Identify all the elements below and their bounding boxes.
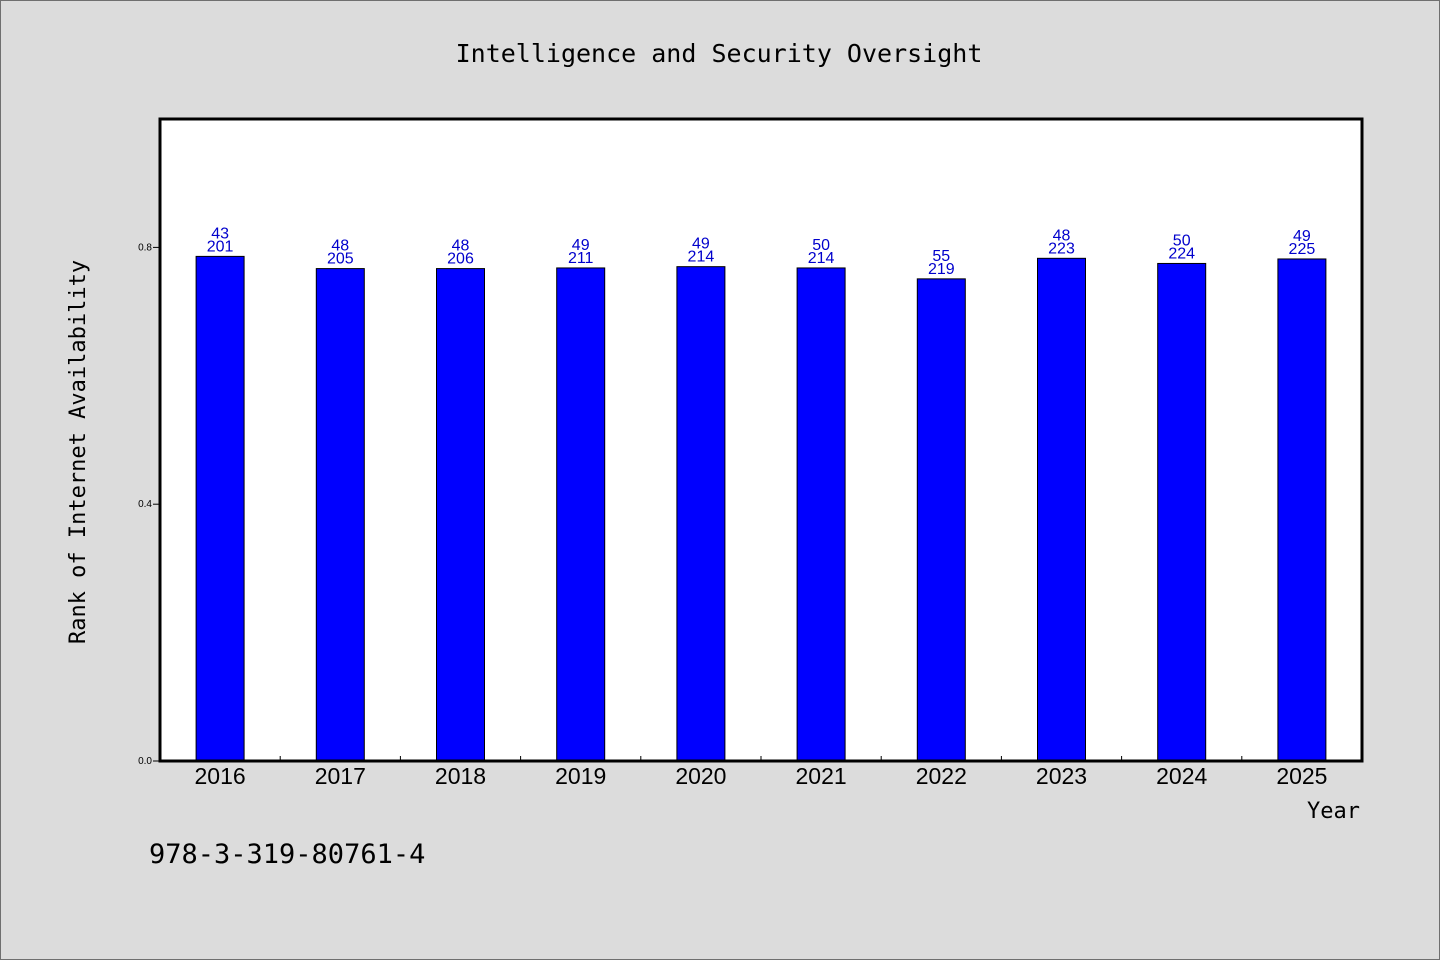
data-label-top-2025: 49 (1293, 228, 1311, 245)
data-label-bottom-2017: 205 (327, 251, 354, 268)
data-label-bottom-2021: 214 (808, 250, 835, 267)
x-tick-label-2018: 2018 (435, 763, 486, 789)
data-label-bottom-2023: 223 (1048, 240, 1075, 257)
bar-2017 (315, 268, 365, 762)
bar-2016 (195, 255, 245, 762)
data-label-top-2020: 49 (692, 236, 710, 253)
x-axis-label: Year (1307, 799, 1360, 824)
y-tick-label-0.4: 0.4 (138, 499, 152, 510)
data-label-bottom-2025: 225 (1289, 241, 1316, 258)
y-tick-label-0.0: 0.0 (138, 756, 152, 767)
data-label-bottom-2020: 214 (688, 249, 715, 266)
data-label-top-2016: 43 (211, 225, 229, 242)
chart-title: Intelligence and Security Oversight (456, 39, 983, 68)
data-label-bottom-2024: 224 (1168, 245, 1195, 262)
x-tick-label-2019: 2019 (555, 763, 606, 789)
bar-2024 (1157, 262, 1207, 762)
x-tick-label-2023: 2023 (1036, 763, 1087, 789)
y-axis-label: Rank of Internet Availability (66, 260, 91, 644)
data-label-top-2018: 48 (452, 238, 470, 255)
data-label-bottom-2019: 211 (568, 250, 594, 267)
bar-2019 (556, 267, 606, 762)
data-label-top-2021: 50 (812, 237, 830, 254)
x-tick-label-2017: 2017 (315, 763, 366, 789)
x-tick-label-2024: 2024 (1156, 763, 1207, 789)
bar-2025 (1277, 258, 1327, 762)
x-tick-label-2016: 2016 (195, 763, 246, 789)
y-axis-ticks: 0.0 0.4 0.8 (138, 242, 160, 767)
bar-2018 (436, 268, 485, 762)
data-label-bottom-2018: 206 (447, 251, 474, 268)
x-tick-label-2021: 2021 (796, 763, 847, 789)
bar-2022 (916, 278, 966, 762)
data-label-bottom-2022: 219 (928, 261, 955, 278)
data-label-top-2019: 49 (572, 237, 590, 254)
bar-2020 (676, 266, 726, 762)
data-label-top-2023: 48 (1053, 227, 1071, 244)
isbn-text: 978-3-319-80761-4 (149, 839, 425, 870)
bars-group (195, 255, 1327, 762)
bar-2023 (1037, 257, 1086, 762)
x-tick-label-2025: 2025 (1276, 763, 1327, 789)
y-tick-label-0.8: 0.8 (138, 242, 152, 253)
x-tick-label-2020: 2020 (675, 763, 726, 789)
data-label-bottom-2016: 201 (207, 238, 234, 255)
x-axis-ticks: 2016 2017 2018 2019 2020 2021 2022 2023 2024 2025 (195, 756, 1327, 789)
data-label-top-2024: 50 (1173, 232, 1191, 249)
data-label-top-2022: 55 (932, 248, 950, 265)
plot-frame (158, 117, 1364, 763)
data-label-top-2017: 48 (331, 238, 349, 255)
bar-2021 (796, 267, 846, 762)
x-tick-label-2022: 2022 (916, 763, 967, 789)
